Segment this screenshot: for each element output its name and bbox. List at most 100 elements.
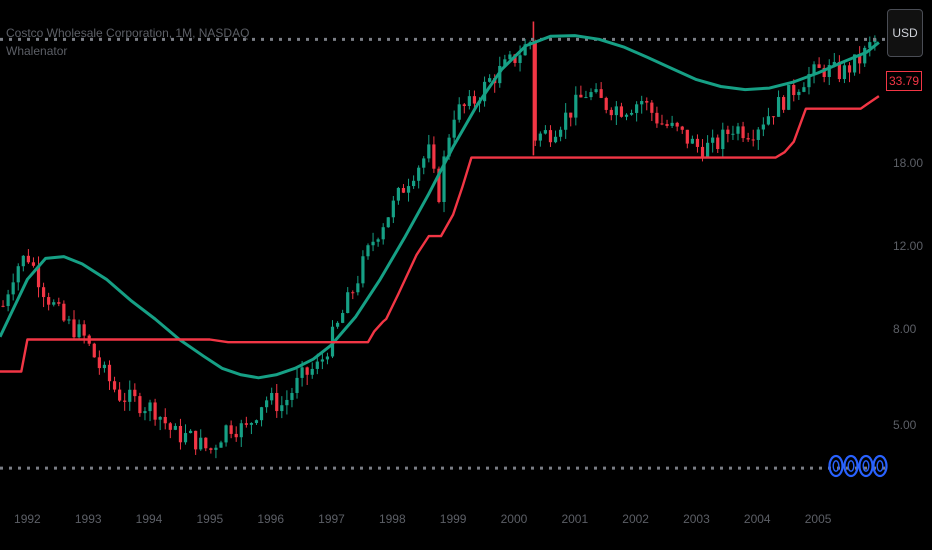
candle-body	[761, 124, 765, 130]
candle-body	[771, 116, 776, 118]
candle-body	[437, 168, 441, 203]
candle-body	[254, 420, 259, 424]
candle-body	[123, 400, 127, 402]
candle-body	[508, 54, 512, 60]
candle-body	[188, 430, 193, 434]
candle-body	[356, 283, 360, 293]
candle-body	[52, 302, 56, 305]
candle-body	[822, 67, 826, 78]
candle-body	[513, 54, 517, 63]
candle-body	[655, 112, 659, 124]
candle-body	[259, 407, 264, 421]
candle-body	[406, 186, 411, 193]
candle-body	[660, 123, 664, 125]
candle-body	[797, 91, 801, 96]
candle-body	[396, 187, 401, 201]
candle-body	[249, 423, 254, 425]
x-tick-label: 1997	[318, 512, 345, 526]
candle-body	[432, 144, 436, 169]
candle-body	[695, 138, 700, 147]
x-tick-label: 2000	[501, 512, 528, 526]
candle-body	[82, 324, 86, 336]
event-markers	[828, 454, 888, 478]
event-marker-inner	[876, 460, 884, 472]
candle-body	[594, 89, 598, 93]
candle-body	[320, 359, 324, 362]
candle-body	[645, 101, 649, 103]
candle-body	[746, 138, 750, 140]
candle-body	[503, 59, 507, 66]
candle-body	[244, 423, 248, 425]
candle-body	[381, 227, 385, 240]
event-marker-icon	[858, 454, 874, 478]
candle-body	[270, 392, 274, 401]
candle-body	[315, 361, 319, 369]
candle-body	[41, 287, 46, 298]
x-tick-label: 2004	[744, 512, 771, 526]
indicator-title: Whalenator	[6, 44, 68, 58]
candle-body	[417, 167, 421, 181]
candle-body	[305, 367, 309, 375]
x-tick-label: 1995	[196, 512, 223, 526]
candle-body	[422, 158, 426, 168]
candle-body	[614, 106, 618, 116]
candle-body	[569, 112, 573, 118]
candle-body	[812, 64, 816, 75]
candle-body	[178, 425, 183, 443]
candle-body	[538, 133, 542, 141]
candle-body	[158, 416, 162, 420]
candle-body	[153, 402, 157, 420]
candle-body	[194, 430, 198, 450]
candle-body	[847, 65, 852, 73]
candle-body	[214, 447, 218, 450]
candle-body	[482, 81, 487, 102]
candle-body	[47, 297, 51, 305]
x-tick-label: 1996	[257, 512, 284, 526]
candle-body	[827, 65, 831, 78]
candle-body	[584, 97, 588, 99]
candle-body	[624, 114, 629, 117]
candle-body	[6, 294, 10, 307]
candle-body	[77, 324, 81, 338]
candle-body	[462, 104, 466, 107]
candle-body	[574, 94, 578, 118]
candle-body	[447, 137, 451, 157]
x-tick-label: 2003	[683, 512, 710, 526]
currency-button[interactable]: USD	[887, 9, 923, 57]
candle-body	[609, 109, 613, 116]
candle-body	[427, 144, 431, 159]
candle-body	[700, 146, 705, 157]
candle-body	[782, 97, 786, 110]
trend-line	[0, 34, 880, 380]
candle-body	[295, 377, 299, 393]
candle-body	[559, 129, 563, 137]
candle-body	[16, 266, 20, 283]
candle-body	[133, 389, 137, 397]
candle-body	[102, 364, 107, 369]
candle-body	[280, 405, 284, 412]
candle-body	[457, 104, 461, 120]
candle-body	[488, 78, 492, 82]
event-marker-icon	[828, 454, 844, 478]
candle-body	[219, 442, 223, 448]
candle-body	[564, 112, 568, 130]
candle-body	[209, 448, 213, 450]
candle-body	[224, 425, 228, 443]
candle-body	[412, 180, 416, 187]
candle-body	[518, 55, 522, 63]
candle-body	[26, 255, 30, 263]
candle-body	[300, 367, 304, 378]
event-marker-icon	[843, 454, 859, 478]
y-axis: 5.00 8.00 12.00 18.00	[893, 156, 923, 432]
y-tick-label: 5.00	[893, 418, 917, 432]
candle-body	[386, 217, 390, 228]
candle-body	[548, 130, 553, 143]
candle-body	[756, 129, 760, 140]
candle-body	[143, 411, 147, 414]
candle-body	[107, 364, 112, 382]
candle-body	[579, 94, 583, 98]
candle-body	[452, 119, 456, 138]
candle-body	[736, 126, 740, 134]
candle-body	[128, 389, 132, 402]
